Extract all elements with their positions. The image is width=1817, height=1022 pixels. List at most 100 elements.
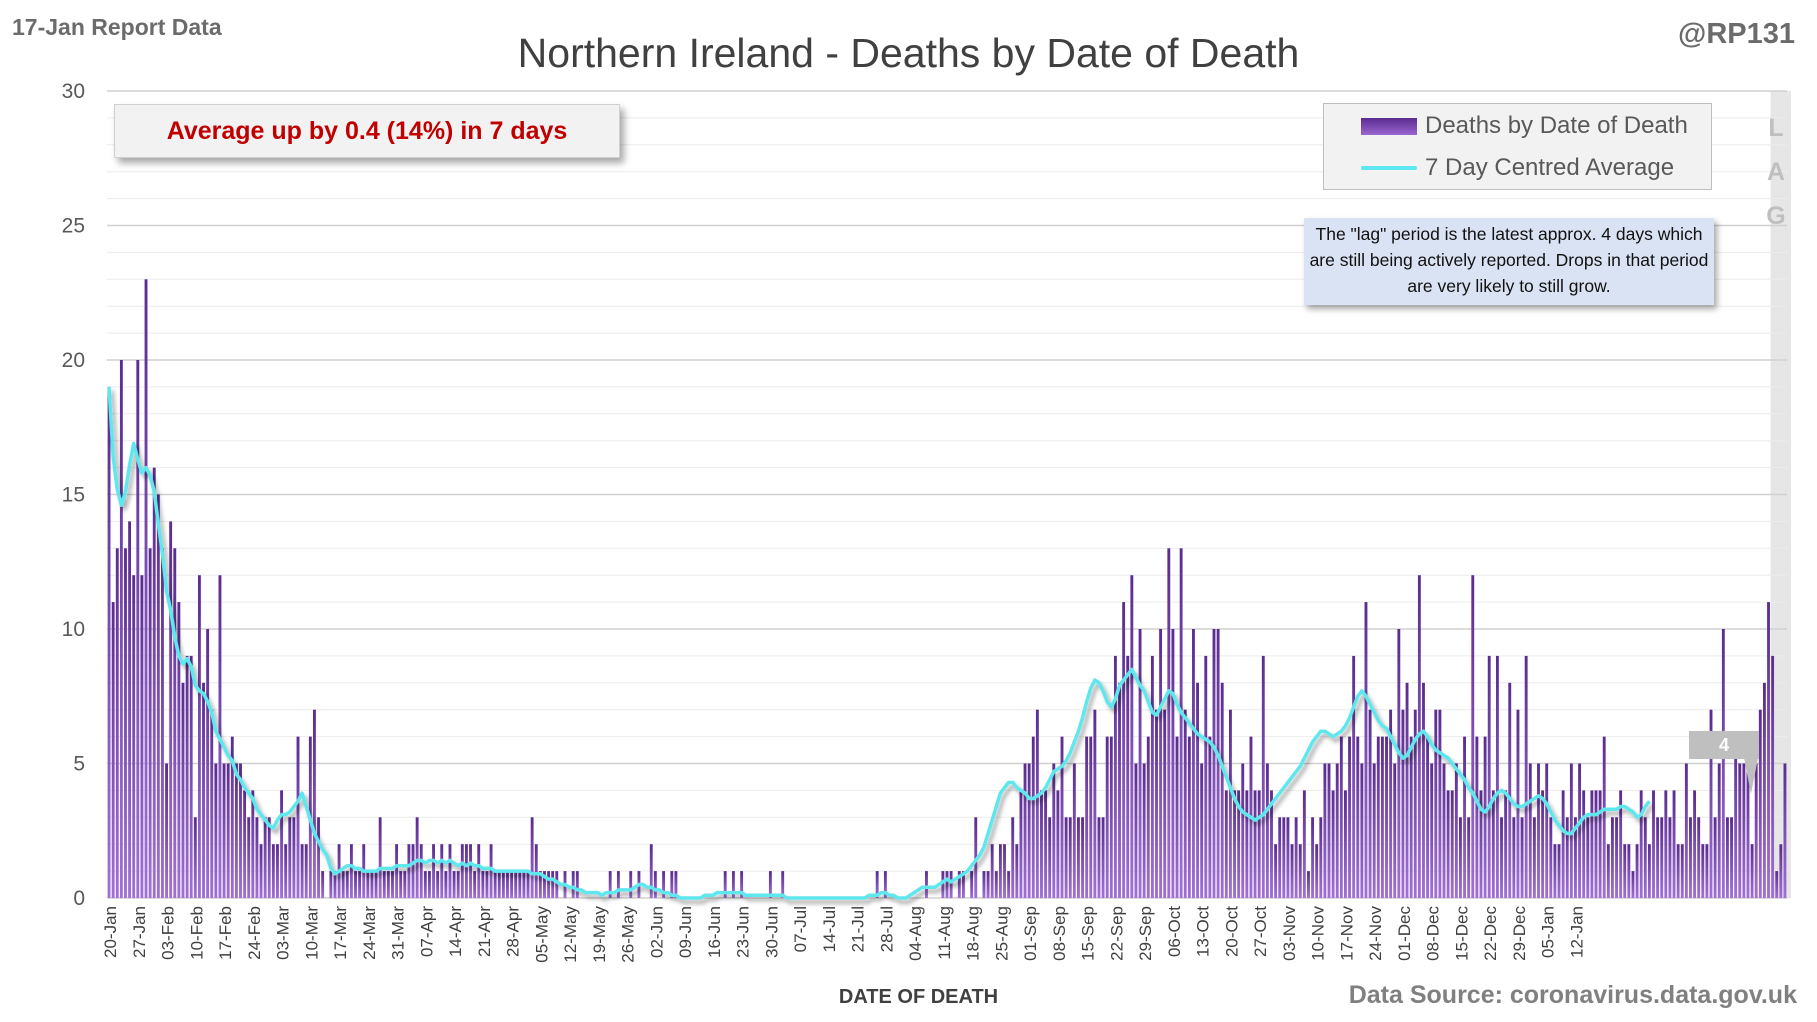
- bar: [1717, 763, 1721, 898]
- x-tick-label: 28-Apr: [504, 906, 523, 957]
- bar: [267, 817, 271, 898]
- bar: [1097, 817, 1101, 898]
- bar: [263, 817, 267, 898]
- bar: [239, 763, 242, 898]
- bar: [1208, 736, 1212, 898]
- legend-label: 7 Day Centred Average: [1425, 154, 1675, 181]
- bar: [354, 871, 357, 898]
- bar: [1335, 763, 1339, 898]
- x-tick-label: 10-Nov: [1309, 906, 1328, 961]
- line-swatch-icon: [1361, 166, 1417, 170]
- bar: [731, 871, 735, 898]
- bar: [1742, 763, 1746, 898]
- bar: [1680, 844, 1684, 898]
- lag-label: L A G: [1766, 106, 1786, 238]
- bar: [366, 871, 370, 898]
- bar: [994, 871, 998, 898]
- bar: [1459, 817, 1462, 898]
- bar: [1196, 682, 1199, 898]
- x-tick-label: 27-Jan: [130, 906, 149, 958]
- bar: [949, 871, 953, 898]
- bar: [1183, 709, 1187, 898]
- bar: [1512, 817, 1516, 898]
- bar: [403, 871, 407, 898]
- y-tick-label: 10: [62, 618, 85, 641]
- bar: [436, 871, 440, 898]
- x-tick-label: 12-Jan: [1568, 906, 1587, 958]
- bar: [1783, 763, 1787, 898]
- bar: [1146, 736, 1150, 898]
- bars: [107, 279, 1787, 898]
- bar: [1553, 844, 1557, 898]
- bar: [1750, 844, 1754, 898]
- bar: [395, 844, 399, 898]
- bar: [575, 871, 579, 898]
- bar: [312, 709, 316, 898]
- bar: [202, 682, 205, 898]
- bar: [1356, 736, 1360, 898]
- bar: [1241, 763, 1245, 898]
- bar: [132, 575, 136, 898]
- bar: [284, 844, 288, 898]
- bar: [1647, 844, 1651, 898]
- bar: [128, 521, 132, 898]
- bar: [1442, 763, 1446, 898]
- bar: [469, 844, 472, 898]
- bar: [452, 871, 456, 898]
- bar: [1331, 790, 1335, 898]
- bar: [1003, 844, 1006, 898]
- bar: [189, 655, 193, 898]
- x-tick-label: 09-Jun: [676, 906, 695, 958]
- bar: [1109, 736, 1113, 898]
- bar: [1081, 817, 1084, 898]
- bar: [1093, 709, 1097, 898]
- bar: [1672, 790, 1676, 898]
- bar: [1549, 817, 1553, 898]
- bar: [1606, 844, 1610, 898]
- bar: [986, 871, 990, 898]
- bar: [1615, 817, 1618, 898]
- bar: [649, 844, 653, 898]
- bar: [259, 844, 263, 898]
- tag-pointer: [1744, 758, 1758, 794]
- bar: [473, 871, 477, 898]
- bar: [1656, 817, 1660, 898]
- bar: [1216, 629, 1220, 898]
- bar: [1537, 763, 1540, 898]
- bar: [1471, 575, 1475, 898]
- bar: [1409, 736, 1413, 898]
- bar: [653, 871, 657, 898]
- bar: [1278, 817, 1282, 898]
- bar: [1212, 629, 1216, 898]
- x-tick-label: 31-Mar: [389, 906, 408, 960]
- bar: [740, 871, 744, 898]
- bar: [1270, 790, 1273, 898]
- bar: [510, 871, 514, 898]
- bar: [1631, 871, 1635, 898]
- bar: [440, 844, 444, 898]
- bar: [1520, 817, 1524, 898]
- bar: [1578, 763, 1582, 898]
- bar: [493, 871, 497, 898]
- bar: [526, 871, 530, 898]
- bar: [1155, 709, 1158, 898]
- bar: [629, 871, 633, 898]
- x-tick-label: 05-May: [532, 906, 551, 963]
- x-tick-label: 14-Jul: [820, 906, 839, 952]
- bar: [456, 871, 460, 898]
- bar: [1734, 736, 1738, 898]
- bar: [1528, 763, 1532, 898]
- x-tick-label: 17-Nov: [1337, 906, 1356, 961]
- bar: [1500, 817, 1503, 898]
- bar: [156, 494, 160, 898]
- bar: [489, 844, 493, 898]
- bar: [230, 736, 234, 898]
- bar: [1187, 736, 1191, 898]
- bar: [1060, 736, 1064, 898]
- bar: [280, 790, 284, 898]
- y-tick-label: 15: [62, 484, 85, 507]
- bar: [518, 871, 522, 898]
- bar: [1434, 709, 1438, 898]
- bar: [1668, 817, 1672, 898]
- bar: [1364, 602, 1368, 898]
